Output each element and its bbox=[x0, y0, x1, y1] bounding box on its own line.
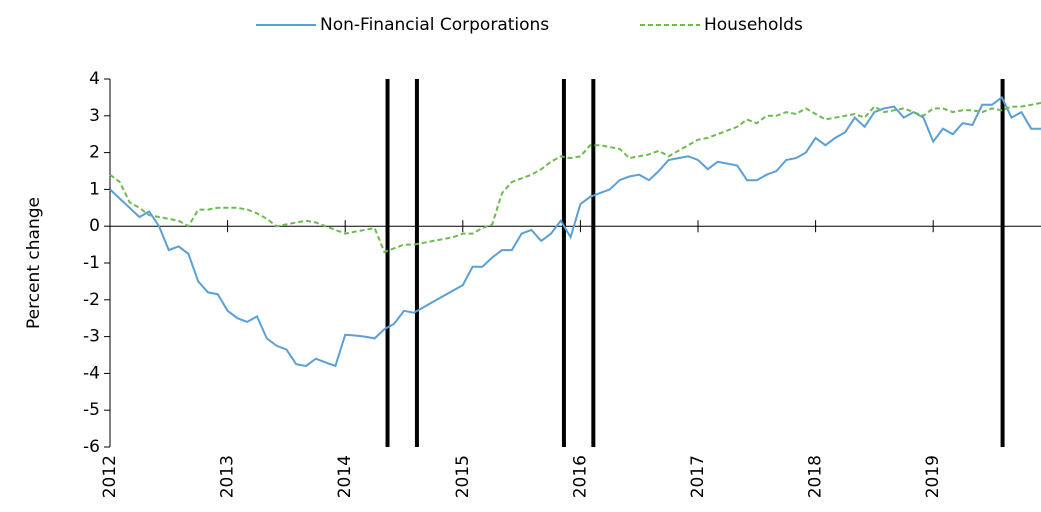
x-tick-label: 2016 bbox=[570, 455, 590, 498]
y-tick-label: 3 bbox=[89, 106, 100, 126]
y-tick-label: -1 bbox=[83, 253, 100, 273]
y-tick-label: -4 bbox=[83, 363, 100, 383]
x-tick-label: 2018 bbox=[806, 455, 826, 498]
x-tick-label: 2014 bbox=[335, 455, 355, 498]
y-axis-label: Percent change bbox=[24, 197, 44, 329]
y-tick-label: -6 bbox=[83, 437, 100, 457]
y-tick-label: -5 bbox=[83, 400, 100, 420]
series-line bbox=[109, 95, 1041, 368]
x-tick-label: 2019 bbox=[923, 455, 943, 498]
x-tick-label: 2013 bbox=[218, 455, 238, 498]
x-tick-label: 2012 bbox=[100, 455, 120, 498]
y-tick-label: 0 bbox=[89, 216, 100, 236]
legend-label: Non-Financial Corporations bbox=[320, 15, 549, 35]
y-tick-label: -2 bbox=[83, 290, 100, 310]
series-line bbox=[109, 101, 1041, 254]
y-tick-label: 2 bbox=[89, 143, 100, 163]
x-tick-label: 2017 bbox=[688, 455, 708, 498]
y-tick-label: 1 bbox=[89, 179, 100, 199]
y-tick-label: 4 bbox=[89, 69, 100, 89]
x-tick-label: 2015 bbox=[453, 455, 473, 498]
legend-label: Households bbox=[704, 15, 803, 35]
y-tick-label: -3 bbox=[83, 327, 100, 347]
